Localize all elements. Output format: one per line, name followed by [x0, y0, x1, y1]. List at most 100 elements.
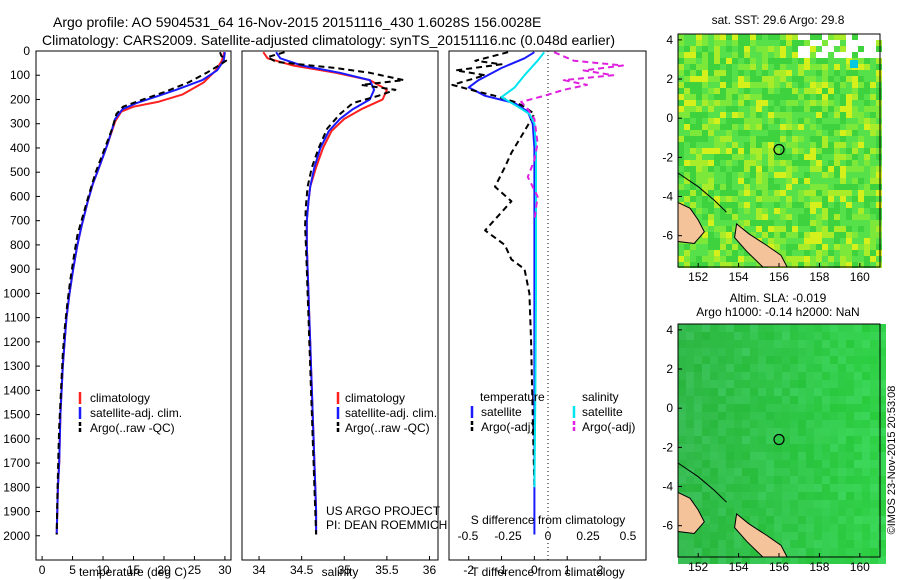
sst-cell — [756, 76, 762, 82]
sst-cell — [714, 40, 720, 46]
sla-cell — [718, 548, 726, 556]
sla-cell — [758, 364, 766, 372]
lon-tick-label: 158 — [809, 560, 829, 574]
sst-cell — [798, 88, 804, 94]
sst-cell — [846, 136, 852, 142]
sst-cell — [870, 226, 876, 232]
sla-cell — [878, 428, 886, 436]
sst-cold-cell — [850, 60, 858, 68]
sst-cell — [840, 232, 846, 238]
sst-cell — [840, 124, 846, 130]
sla-cell — [838, 420, 846, 428]
pi-annotation: PI: DEAN ROEMMICH — [326, 518, 447, 532]
sst-cell — [690, 202, 696, 208]
sla-cell — [830, 332, 838, 340]
sst-cell — [834, 124, 840, 130]
sst-cell — [816, 70, 822, 76]
sla-cell — [870, 412, 878, 420]
sst-cell — [786, 184, 792, 190]
difference-series — [451, 51, 624, 535]
sst-cell — [684, 94, 690, 100]
sla-cell — [750, 556, 758, 564]
sst-cell — [810, 244, 816, 250]
sla-cell — [822, 492, 830, 500]
sst-cell — [750, 64, 756, 70]
sla-cell — [702, 556, 710, 564]
sla-cell — [814, 348, 822, 356]
sst-cell — [744, 154, 750, 160]
sla-cell — [734, 452, 742, 460]
sst-cell — [858, 166, 864, 172]
sst-cell — [870, 220, 876, 226]
sst-cell — [762, 184, 768, 190]
sst-cell — [726, 202, 732, 208]
lat-tick-label: 4 — [666, 323, 673, 337]
sst-cell — [804, 94, 810, 100]
sst-cell — [810, 94, 816, 100]
sla-cell — [694, 332, 702, 340]
sst-cell — [678, 178, 684, 184]
sla-cell — [686, 556, 694, 564]
sla-cell — [702, 364, 710, 372]
sst-cell — [834, 100, 840, 106]
sla-cell — [798, 500, 806, 508]
sst-cell — [726, 40, 732, 46]
sst-cell — [768, 148, 774, 154]
sla-cell — [830, 436, 838, 444]
sla-cell — [790, 516, 798, 524]
sla-cell — [782, 332, 790, 340]
sst-cell — [852, 88, 858, 94]
sla-cell — [798, 436, 806, 444]
sla-cell — [790, 436, 798, 444]
sst-cell — [810, 232, 816, 238]
sst-cell — [864, 196, 870, 202]
sla-cell — [686, 492, 694, 500]
sst-cell — [828, 244, 834, 250]
sla-cell — [822, 356, 830, 364]
sst-cell — [768, 220, 774, 226]
sst-cell — [870, 202, 876, 208]
sst-cell — [876, 208, 882, 214]
sst-cell — [726, 136, 732, 142]
legend-climatology-label: climatology — [345, 391, 405, 405]
sst-cell — [714, 184, 720, 190]
sst-cell — [816, 250, 822, 256]
sst-cell — [846, 196, 852, 202]
sst-cell — [684, 52, 690, 58]
sla-cell — [790, 492, 798, 500]
coastline — [677, 172, 727, 213]
sla-cell — [766, 516, 774, 524]
sst-cell — [690, 256, 696, 262]
sst-cell — [774, 124, 780, 130]
lon-tick-label: 156 — [769, 270, 789, 284]
sst-cell — [768, 226, 774, 232]
sst-cell — [816, 202, 822, 208]
sst-cell — [738, 154, 744, 160]
sst-cell — [720, 256, 726, 262]
sst-cell — [864, 136, 870, 142]
sst-cell — [840, 82, 846, 88]
sst-cell — [738, 112, 744, 118]
sst-cell — [840, 130, 846, 136]
sst-cell — [846, 70, 852, 76]
sla-cell — [718, 436, 726, 444]
title-line-1: Argo profile: AO 5904531_64 16-Nov-2015 … — [53, 14, 541, 30]
sst-cell — [858, 160, 864, 166]
sla-cell — [830, 388, 838, 396]
sla-cell — [814, 556, 822, 564]
sst-cell — [834, 70, 840, 76]
sst-cell — [834, 190, 840, 196]
sla-cell — [694, 404, 702, 412]
sst-cell — [864, 94, 870, 100]
lat-tick-label: 2 — [666, 72, 673, 86]
sst-cell — [768, 40, 774, 46]
sst-cell — [864, 220, 870, 226]
sst-cell — [708, 226, 714, 232]
sst-cell — [798, 202, 804, 208]
sst-cell — [804, 226, 810, 232]
sst-cell — [870, 262, 876, 268]
sst-cell — [732, 220, 738, 226]
lon-tick-label: 152 — [688, 270, 708, 284]
sla-cell — [726, 548, 734, 556]
sst-cell — [822, 232, 828, 238]
